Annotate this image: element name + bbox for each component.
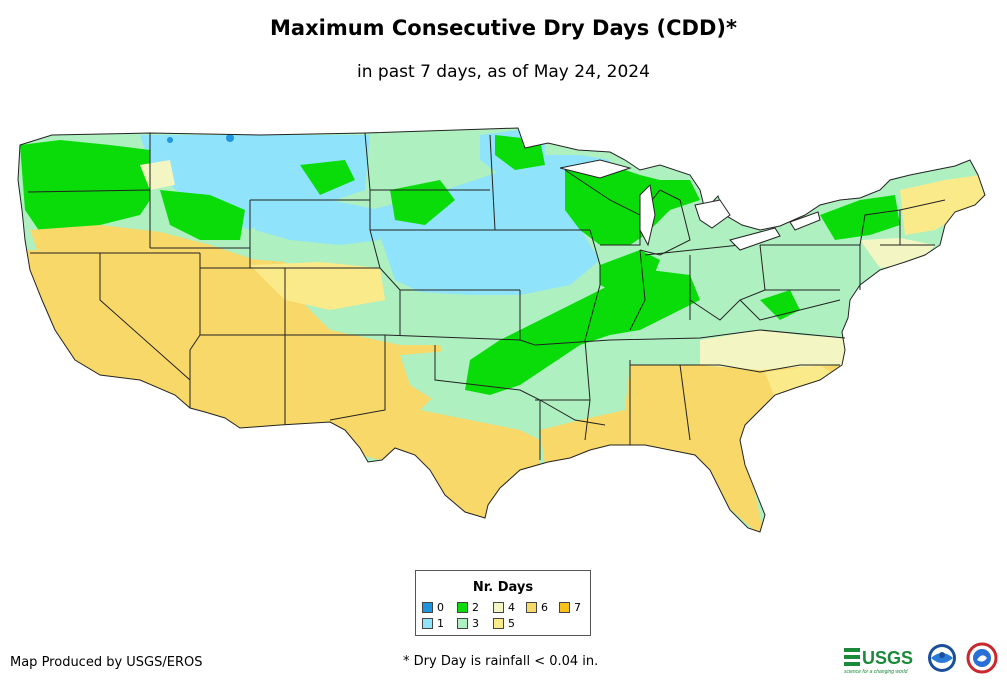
- legend-label-5: 5: [508, 617, 515, 630]
- legend-label-7: 7: [574, 601, 581, 614]
- legend-label-2: 2: [472, 601, 479, 614]
- usgs-logo-text: USGS: [862, 648, 913, 668]
- legend-swatch-2: [457, 602, 468, 613]
- legend-swatch-3: [457, 618, 468, 629]
- legend-title: Nr. Days: [472, 580, 534, 595]
- credit-text: Map Produced by USGS/EROS: [10, 655, 203, 670]
- legend: Nr. Days 0 1 2 3 4 5 6 7: [415, 570, 591, 636]
- legend-swatch-0: [422, 602, 433, 613]
- legend-swatch-4: [493, 602, 504, 613]
- map-subtitle: in past 7 days, as of May 24, 2024: [357, 62, 650, 82]
- legend-swatch-5: [493, 618, 504, 629]
- legend-swatch-1: [422, 618, 433, 629]
- legend-swatch-7: [559, 602, 570, 613]
- legend-label-1: 1: [437, 617, 444, 630]
- footnote-text: * Dry Day is rainfall < 0.04 in.: [403, 654, 599, 669]
- nws-logo: [966, 642, 998, 674]
- agency-logos: USGS science for a changing world: [844, 642, 998, 675]
- legend-label-3: 3: [472, 617, 479, 630]
- usgs-logo: USGS science for a changing world: [844, 648, 913, 675]
- usgs-tagline: science for a changing world: [844, 669, 908, 675]
- noaa-logo: [928, 644, 956, 672]
- legend-label-4: 4: [508, 601, 515, 614]
- legend-label-6: 6: [541, 601, 548, 614]
- legend-swatch-6: [526, 602, 537, 613]
- map-title: Maximum Consecutive Dry Days (CDD)*: [270, 16, 737, 40]
- legend-label-0: 0: [437, 601, 444, 614]
